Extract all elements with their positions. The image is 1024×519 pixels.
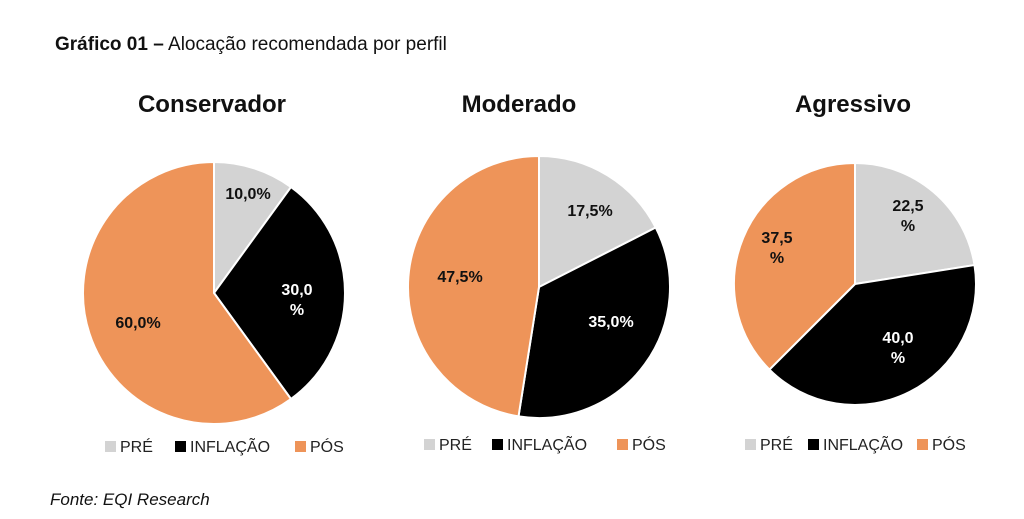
data-label-pre: 22,5 <box>892 198 923 215</box>
pie-title: Conservador <box>138 91 286 118</box>
figure-title-separator: – <box>153 34 164 55</box>
data-label-inflacao: 40,0 <box>882 330 913 347</box>
data-label-inflacao: 35,0% <box>588 314 633 331</box>
pie-slice-inflacao <box>212 185 346 401</box>
pie-slice-pre <box>213 160 293 297</box>
data-label-inflacao: % <box>290 302 304 319</box>
figure-source: Fonte: EQI Research <box>50 490 210 509</box>
pie-slice-pre <box>538 154 658 289</box>
figure-title: Gráfico 01 – Alocação recomendada por pe… <box>55 34 447 56</box>
pie-slice-pos <box>733 161 856 371</box>
legend-swatch-inflacao <box>492 439 503 450</box>
legend-label-pre: PRÉ <box>760 435 793 454</box>
data-label-pre: 10,0% <box>225 186 270 203</box>
data-label-inflacao: % <box>891 350 905 367</box>
legend-label-pre: PRÉ <box>120 437 153 456</box>
pie-slice-pos <box>407 154 540 418</box>
legend-label-pos: PÓS <box>932 435 966 454</box>
legend-swatch-pos <box>917 439 928 450</box>
legend-label-inflacao: INFLAÇÃO <box>507 434 587 454</box>
data-label-pos: 47,5% <box>437 269 482 286</box>
data-label-inflacao: 30,0 <box>281 282 312 299</box>
legend-label-pre: PRÉ <box>439 435 472 454</box>
legend-label-inflacao: INFLAÇÃO <box>823 434 903 454</box>
data-label-pre: 17,5% <box>567 203 612 220</box>
legend-swatch-pre <box>745 439 756 450</box>
pie-chart-agressivo: Agressivo 22,5% 40,0% 37,5% PRÉ INFLAÇÃO PÓS <box>733 91 977 454</box>
legend-swatch-inflacao <box>808 439 819 450</box>
pie-legend: PRÉ INFLAÇÃO PÓS <box>105 436 344 456</box>
legend-label-pos: PÓS <box>632 435 666 454</box>
pie-legend: PRÉ INFLAÇÃO PÓS <box>745 434 966 454</box>
data-label-pre: % <box>901 218 915 235</box>
legend-swatch-inflacao <box>175 441 186 452</box>
pie-slice-inflacao <box>768 263 977 406</box>
legend-swatch-pre <box>105 441 116 452</box>
data-label-pos: 37,5 <box>761 230 792 247</box>
pie-legend: PRÉ INFLAÇÃO PÓS <box>424 434 666 454</box>
pie-title: Moderado <box>462 91 577 118</box>
legend-swatch-pos <box>295 441 306 452</box>
pie-slice-pos <box>82 160 293 425</box>
pie-title: Agressivo <box>795 91 911 118</box>
figure-title-text: Alocação recomendada por perfil <box>168 34 447 55</box>
legend-label-pos: PÓS <box>310 437 344 456</box>
pie-chart-moderado: Moderado 17,5% 35,0% 47,5% PRÉ INFLAÇÃO PÓS <box>407 91 671 454</box>
data-label-pos: % <box>770 250 784 267</box>
legend-swatch-pre <box>424 439 435 450</box>
figure-title-prefix: Gráfico 01 <box>55 34 148 55</box>
pie-chart-conservador: Conservador 10,0% 30,0% 60,0% PRÉ INFLAÇÃO PÓS <box>82 91 346 456</box>
data-label-pos: 60,0% <box>115 315 160 332</box>
legend-label-inflacao: INFLAÇÃO <box>190 436 270 456</box>
legend-swatch-pos <box>617 439 628 450</box>
pie-slice-inflacao <box>517 226 671 419</box>
pie-slice-pre <box>854 161 976 286</box>
